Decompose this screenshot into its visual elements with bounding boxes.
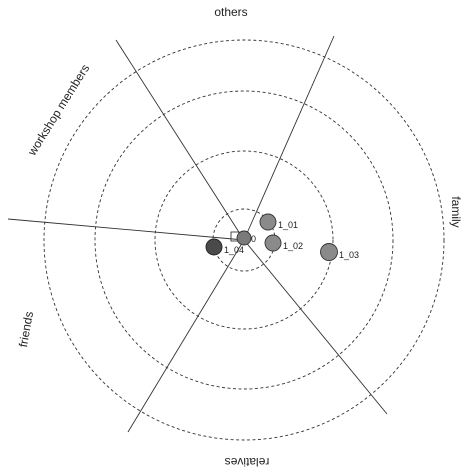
sector-label-others: others	[214, 5, 247, 19]
alter-node-label: 1_02	[283, 241, 303, 251]
alter-node-label: 1_04	[224, 245, 244, 255]
sector-dividers	[7, 35, 388, 433]
divider-relatives-friends	[127, 239, 245, 433]
sector-label-relatives: relatives	[225, 455, 270, 469]
alter-node-1_04: 1_04	[205, 238, 244, 256]
alter-node-circle	[264, 234, 282, 252]
alter-node-label: 1_01	[278, 220, 298, 230]
alter-node-circle	[320, 243, 338, 261]
distance-rings	[43, 39, 445, 441]
sector-label-friends: friends	[16, 310, 36, 348]
alter-node-1_01: 1_01	[259, 213, 298, 231]
alter-node-label: 1_03	[339, 250, 359, 260]
divider-others-family	[243, 35, 335, 241]
ego-node-label: 0	[251, 234, 256, 244]
ring-3	[94, 90, 394, 390]
alter-node-1_02: 1_02	[264, 234, 303, 252]
sector-label-workshop-members: workshop members	[24, 62, 92, 159]
alter-node-1_03: 1_03	[320, 243, 359, 261]
ring-4	[43, 39, 445, 441]
ego-node-group: 0	[230, 230, 256, 246]
divider-others-workshop	[115, 39, 245, 241]
divider-family-relatives	[243, 239, 388, 415]
ego-node	[236, 230, 252, 246]
alter-nodes: 1_01 1_02 1_03 1_04	[205, 213, 359, 261]
alter-node-circle	[205, 238, 223, 256]
alter-node-circle	[259, 213, 277, 231]
sector-label-family: family	[449, 196, 463, 227]
ring-2	[154, 150, 334, 330]
divider-friends-workshop	[7, 218, 245, 241]
